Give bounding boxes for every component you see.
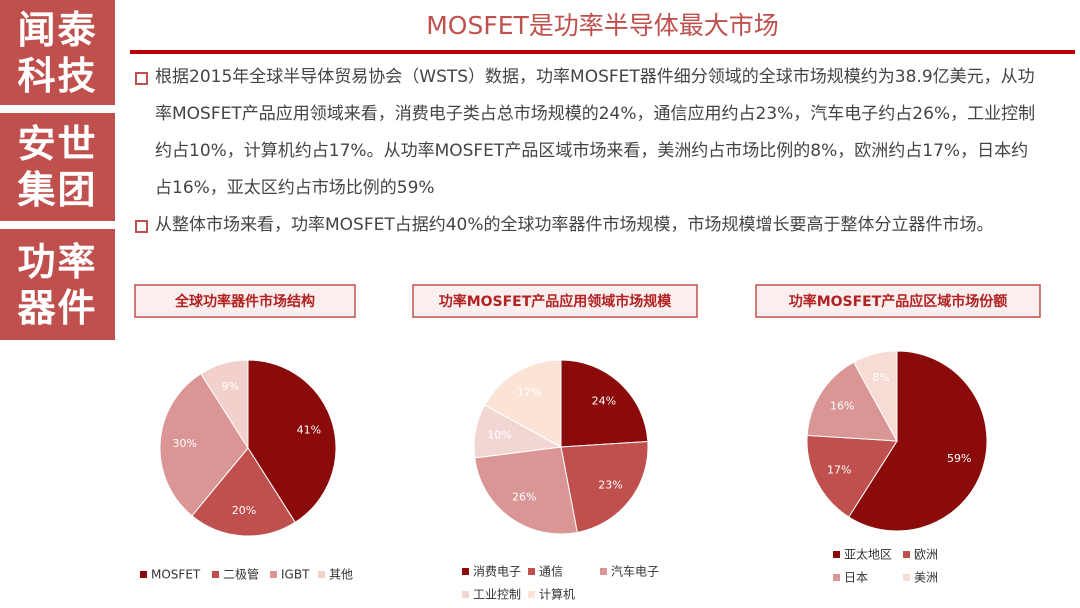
legend-swatch bbox=[270, 571, 277, 578]
chart-title-box bbox=[134, 284, 356, 318]
slice-label: 41% bbox=[297, 423, 321, 436]
legend-swatch bbox=[903, 551, 910, 558]
sidebar-text: 功率 bbox=[17, 239, 98, 284]
pie-slice bbox=[806, 434, 898, 518]
bullet-text: 从整体市场来看，功率MOSFET占据约40%的全球功率器件市场规模，市场规模增长… bbox=[135, 207, 1040, 244]
legend-label: 亚太地区 bbox=[844, 547, 892, 562]
pie-slice bbox=[484, 359, 562, 448]
slice-label: 16% bbox=[830, 399, 854, 412]
slice-label: 30% bbox=[173, 437, 197, 450]
legend-label: 二极管 bbox=[223, 567, 259, 582]
legend-label: MOSFET bbox=[151, 568, 201, 582]
chart-title: 功率MOSFET产品应区域市场份额 bbox=[789, 293, 1008, 310]
pie-slice bbox=[159, 373, 249, 517]
legend-swatch bbox=[600, 568, 607, 575]
pie-slice bbox=[560, 441, 649, 534]
chart-title: 全球功率器件市场结构 bbox=[174, 293, 315, 310]
slice-label: 10% bbox=[487, 428, 511, 441]
slide-title: MOSFET是功率半导体最大市场 bbox=[426, 11, 779, 40]
legend-swatch bbox=[833, 551, 840, 558]
legend-swatch bbox=[528, 591, 535, 598]
legend-label: 计算机 bbox=[539, 587, 575, 602]
sidebar-text: 集团 bbox=[17, 168, 98, 212]
pie-slice bbox=[806, 361, 898, 442]
legend-label: 欧洲 bbox=[914, 548, 938, 562]
legend-label: 通信 bbox=[539, 565, 563, 579]
pie-slice bbox=[848, 350, 988, 532]
pie-slice bbox=[200, 359, 249, 450]
title-rule bbox=[130, 50, 1075, 54]
legend-swatch bbox=[903, 574, 910, 581]
legend-label: 其他 bbox=[329, 568, 353, 582]
slice-label: 9% bbox=[222, 380, 239, 393]
legend-swatch bbox=[212, 571, 219, 578]
legend-swatch bbox=[462, 591, 469, 598]
sidebar-text: 科技 bbox=[17, 53, 98, 98]
chart-title: 功率MOSFET产品应用领域市场规模 bbox=[439, 293, 673, 310]
legend-swatch bbox=[528, 568, 535, 575]
sidebar-block: 安世 集团 bbox=[0, 113, 115, 221]
legend-swatch bbox=[462, 568, 469, 575]
pie-slice bbox=[852, 350, 898, 442]
chart-title-box bbox=[755, 284, 1041, 318]
sidebar-block: 闻泰 科技 bbox=[0, 0, 115, 105]
slice-label: 23% bbox=[598, 478, 622, 491]
pie-slice bbox=[191, 447, 296, 537]
pie-slice bbox=[474, 446, 578, 535]
legend-label: 美洲 bbox=[914, 571, 938, 585]
slice-label: 24% bbox=[592, 394, 616, 407]
slice-label: 8% bbox=[872, 371, 889, 384]
legend-swatch bbox=[318, 571, 325, 578]
pie-slice bbox=[560, 359, 649, 448]
legend-label: 消费电子 bbox=[473, 565, 521, 579]
slice-label: 59% bbox=[947, 452, 971, 465]
legend-label: 工业控制 bbox=[473, 588, 521, 602]
legend-label: IGBT bbox=[281, 568, 310, 582]
legend-swatch bbox=[833, 574, 840, 581]
sidebar-text: 闻泰 bbox=[17, 7, 98, 52]
sidebar-text: 器件 bbox=[17, 285, 98, 330]
legend-swatch bbox=[140, 571, 147, 578]
slice-label: 17% bbox=[827, 463, 851, 476]
slice-label: 17% bbox=[517, 386, 541, 399]
legend-label: 日本 bbox=[844, 571, 868, 585]
slice-label: 20% bbox=[232, 504, 256, 517]
slice-label: 26% bbox=[512, 491, 536, 504]
bullet-text: 根据2015年全球半导体贸易协会（WSTS）数据，功率MOSFET器件细分领域的… bbox=[135, 59, 1040, 207]
sidebar-text: 安世 bbox=[17, 122, 98, 166]
sidebar-block: 功率 器件 bbox=[0, 229, 115, 340]
chart-title-box bbox=[412, 284, 698, 318]
legend-label: 汽车电子 bbox=[611, 564, 659, 579]
